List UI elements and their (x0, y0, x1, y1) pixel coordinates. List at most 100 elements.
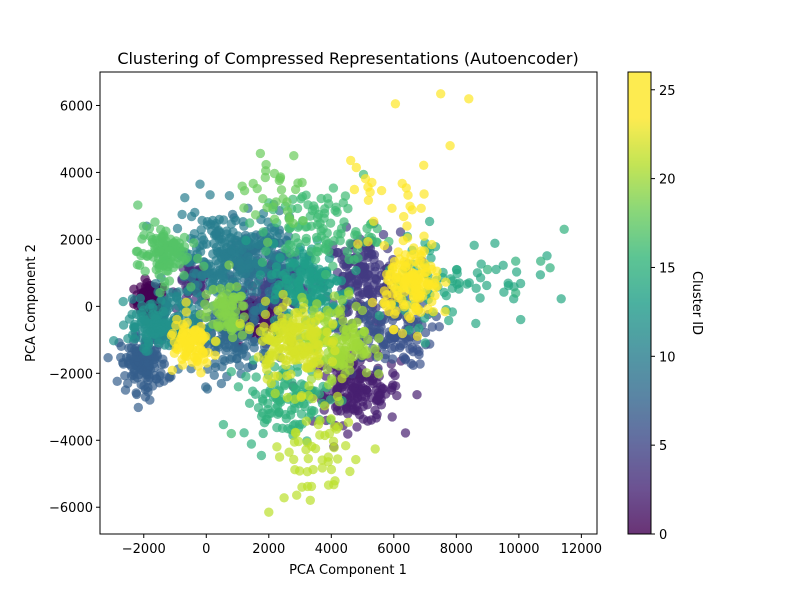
scatter-point (359, 314, 370, 324)
scatter-point (300, 259, 310, 269)
scatter-point (315, 286, 326, 296)
colorbar-label: Cluster ID (689, 271, 704, 335)
scatter-point (241, 371, 251, 382)
scatter-point (400, 428, 411, 438)
scatter-point (258, 428, 268, 439)
scatter-point (205, 190, 215, 200)
scatter-point (266, 378, 276, 389)
scatter-point (371, 325, 381, 335)
scatter-point (231, 215, 241, 226)
scatter-point (294, 466, 305, 476)
scatter-point (181, 297, 191, 307)
scatter-point (314, 389, 325, 399)
scatter-point (332, 454, 343, 464)
scatter-point (239, 301, 249, 311)
scatter-point (408, 347, 418, 357)
scatter-point (404, 271, 415, 281)
scatter-point (261, 327, 272, 337)
scatter-point (150, 217, 160, 227)
scatter-point (239, 203, 249, 213)
scatter-point (193, 352, 203, 363)
scatter-point (401, 300, 411, 310)
scatter-point (535, 270, 546, 280)
scatter-point (209, 370, 219, 380)
scatter-point (272, 422, 282, 433)
scatter-point (287, 377, 297, 388)
scatter-point (127, 330, 138, 340)
x-tick-label: 4000 (315, 542, 348, 557)
scatter-point (189, 326, 199, 337)
scatter-point (278, 270, 288, 280)
scatter-point (143, 387, 153, 397)
scatter-point (337, 335, 347, 346)
scatter-point (387, 412, 397, 422)
scatter-point (167, 365, 177, 375)
scatter-point (270, 322, 280, 332)
scatter-point (351, 344, 361, 355)
scatter-point (103, 353, 113, 363)
scatter-point (270, 289, 281, 300)
scatter-point (224, 191, 235, 201)
scatter-point (292, 307, 303, 318)
scatter-point (256, 450, 267, 461)
scatter-point (390, 99, 401, 109)
scatter-point (511, 288, 521, 298)
scatter-point (322, 364, 332, 375)
scatter-point (215, 284, 226, 294)
scatter-point (491, 264, 501, 275)
scatter-point (156, 296, 166, 306)
scatter-point (414, 323, 424, 333)
scatter-point (330, 346, 340, 356)
scatter-point (345, 466, 355, 477)
scatter-point (327, 338, 337, 348)
scatter-point (289, 151, 299, 161)
scatter-point (193, 361, 203, 371)
scatter-point (237, 181, 247, 191)
scatter-point (409, 249, 419, 259)
scatter-point (499, 287, 509, 297)
scatter-point (142, 251, 152, 261)
scatter-point (301, 416, 312, 426)
scatter-point (399, 211, 409, 222)
scatter-point (444, 315, 454, 326)
scatter-point (169, 348, 180, 358)
scatter-point (251, 372, 261, 382)
scatter-point (420, 338, 430, 348)
scatter-point (297, 192, 308, 202)
scatter-point (353, 280, 363, 290)
scatter-point (363, 416, 373, 426)
scatter-point (244, 398, 255, 408)
scatter-point (516, 314, 526, 325)
x-tick-label: −2000 (122, 542, 166, 557)
scatter-point (258, 227, 268, 237)
scatter-point (400, 355, 411, 365)
scatter-point (202, 239, 212, 249)
scatter-point (348, 323, 358, 333)
scatter-point (112, 376, 122, 386)
scatter-point (313, 369, 323, 379)
scatter-point (388, 325, 399, 335)
scatter-point (328, 319, 338, 329)
scatter-point (395, 227, 406, 237)
scatter-point (452, 265, 462, 275)
scatter-point (301, 349, 312, 359)
scatter-point (132, 260, 143, 270)
scatter-point (255, 148, 266, 159)
scatter-point (246, 439, 257, 449)
scatter-point (388, 281, 399, 291)
scatter-point (296, 392, 306, 402)
scatter-point (251, 306, 261, 316)
scatter-point (188, 335, 199, 346)
scatter-point (267, 270, 277, 280)
scatter-point (351, 377, 361, 388)
scatter-point (293, 436, 304, 447)
scatter-point (284, 239, 294, 250)
plot-frame (99, 71, 598, 535)
scatter-point (316, 231, 327, 241)
scatter-point (165, 287, 175, 298)
scatter-point (294, 339, 305, 349)
scatter-point (159, 277, 170, 287)
scatter-point (404, 284, 414, 294)
colorbar-tick-label: 15 (659, 261, 676, 276)
scatter-point (310, 316, 321, 326)
